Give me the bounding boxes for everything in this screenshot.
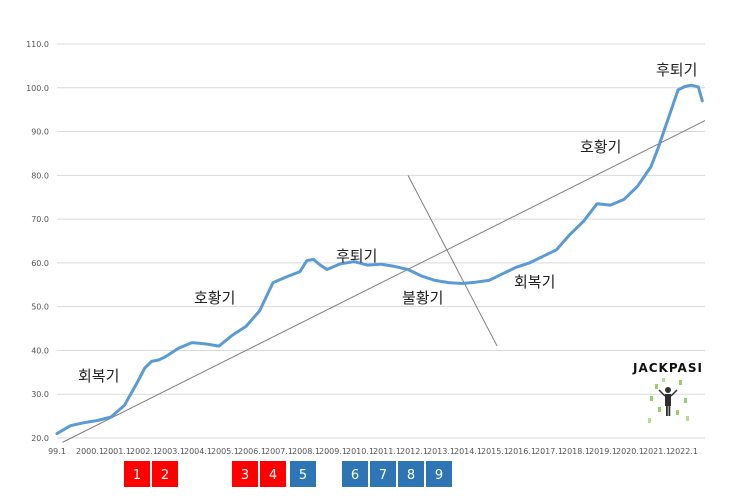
y-tick-label: 70.0 [31, 215, 49, 224]
x-tick-label: 2021.1 [643, 447, 671, 456]
x-tick-label: 2001.1 [103, 447, 131, 456]
cross-line [407, 175, 498, 347]
x-tick-label: 2020.1 [616, 447, 644, 456]
y-tick-label: 20.0 [31, 434, 49, 443]
x-tick-label: 99.1 [48, 447, 66, 456]
jackpasi-logo: JACKPASI [632, 361, 703, 423]
marker-4: 4 [260, 461, 286, 487]
annotation-recession-1: 후퇴기 [336, 247, 377, 265]
annotation-depression: 불황기 [402, 289, 443, 307]
marker-3: 3 [232, 461, 258, 487]
x-tick-label: 2009.1 [319, 447, 347, 456]
x-tick-label: 2017.1 [535, 447, 563, 456]
svg-text:1: 1 [133, 468, 141, 483]
svg-text:5: 5 [299, 468, 307, 483]
y-tick-label: 90.0 [31, 128, 49, 137]
x-tick-label: 2012.1 [400, 447, 428, 456]
annotation-recession-2: 후퇴기 [656, 61, 697, 79]
series-line [55, 83, 704, 436]
y-tick-label: 110.0 [26, 40, 49, 49]
x-tick-label: 2008.1 [292, 447, 320, 456]
annotation-boom-1: 호황기 [194, 289, 235, 307]
x-tick-label: 2002.1 [130, 447, 158, 456]
marker-8: 8 [398, 461, 424, 487]
marker-5: 5 [290, 461, 316, 487]
marker-2: 2 [152, 461, 178, 487]
y-tick-label: 40.0 [31, 346, 49, 355]
svg-text:7: 7 [379, 468, 387, 483]
trend-line [62, 120, 706, 443]
x-tick-label: 2004.1 [184, 447, 212, 456]
svg-text:6: 6 [351, 468, 359, 483]
logo-text: JACKPASI [632, 361, 703, 375]
y-tick-label: 60.0 [31, 259, 49, 268]
x-tick-label: 2005.1 [211, 447, 239, 456]
y-tick-label: 80.0 [31, 171, 49, 180]
x-tick-label: 2000.1 [76, 447, 104, 456]
y-tick-label: 100.0 [26, 84, 49, 93]
x-tick-label: 2022.1 [670, 447, 698, 456]
marker-1: 1 [124, 461, 150, 487]
svg-text:2: 2 [161, 468, 169, 483]
marker-7: 7 [370, 461, 396, 487]
annotation-recovery-1: 회복기 [78, 367, 119, 385]
annotation-boom-2: 호황기 [580, 138, 621, 156]
x-axis-ticks: 99.1 2000.1 2001.1 2002.1 2003.1 2004.1 2005.1… [48, 447, 698, 456]
x-tick-label: 2007.1 [265, 447, 293, 456]
x-tick-label: 2003.1 [157, 447, 185, 456]
x-tick-label: 2019.1 [589, 447, 617, 456]
x-tick-label: 2014.1 [454, 447, 482, 456]
x-tick-label: 2016.1 [508, 447, 536, 456]
x-tick-label: 2011.1 [373, 447, 401, 456]
x-tick-label: 2006.1 [238, 447, 266, 456]
marker-6: 6 [342, 461, 368, 487]
x-tick-label: 2013.1 [427, 447, 455, 456]
svg-text:4: 4 [269, 468, 277, 483]
y-tick-label: 30.0 [31, 390, 49, 399]
x-tick-label: 2015.1 [481, 447, 509, 456]
svg-text:3: 3 [241, 468, 249, 483]
x-tick-label: 2010.1 [346, 447, 374, 456]
businessman-icon [648, 378, 689, 423]
svg-text:9: 9 [435, 468, 443, 483]
annotation-recovery-2: 회복기 [514, 273, 555, 291]
y-axis-ticks: 20.0 30.0 40.0 50.0 60.0 70.0 80.0 90.0 100.0 110… [26, 40, 49, 443]
marker-9: 9 [426, 461, 452, 487]
gridlines [57, 43, 705, 439]
number-markers: 1 2 3 4 5 6 7 8 9 [124, 461, 452, 487]
y-tick-label: 50.0 [31, 303, 49, 312]
x-tick-label: 2018.1 [562, 447, 590, 456]
svg-text:8: 8 [407, 468, 415, 483]
